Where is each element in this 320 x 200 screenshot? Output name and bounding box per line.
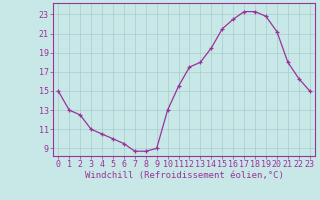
X-axis label: Windchill (Refroidissement éolien,°C): Windchill (Refroidissement éolien,°C) bbox=[84, 171, 284, 180]
